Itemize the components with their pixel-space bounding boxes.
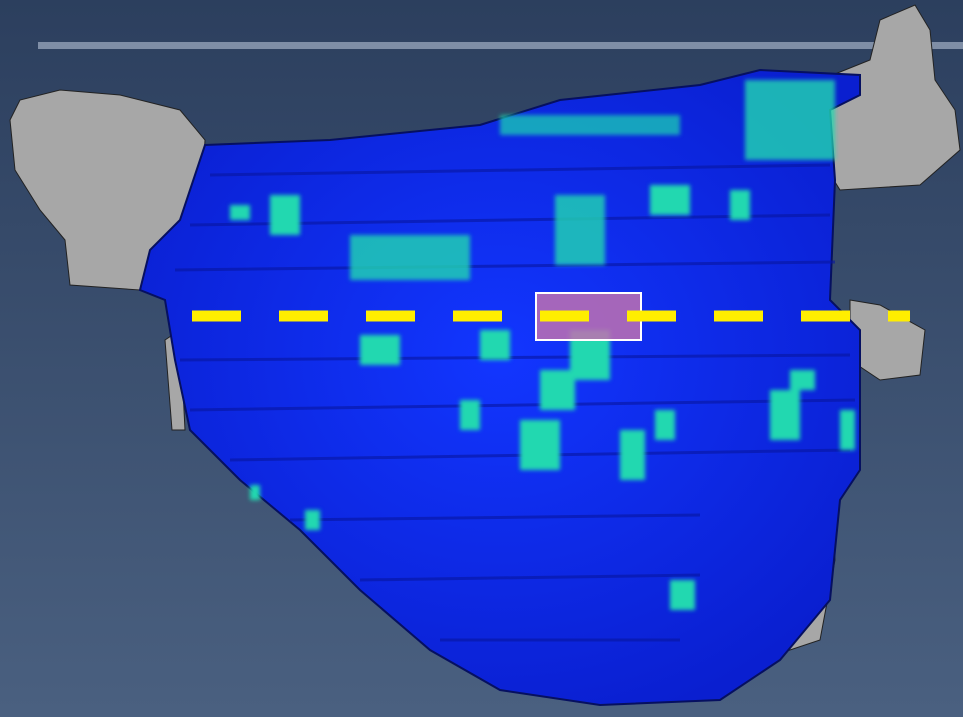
blue-volume <box>138 68 861 707</box>
striations <box>174 163 856 642</box>
title-rule <box>38 42 963 49</box>
cyan-patches <box>230 80 855 610</box>
